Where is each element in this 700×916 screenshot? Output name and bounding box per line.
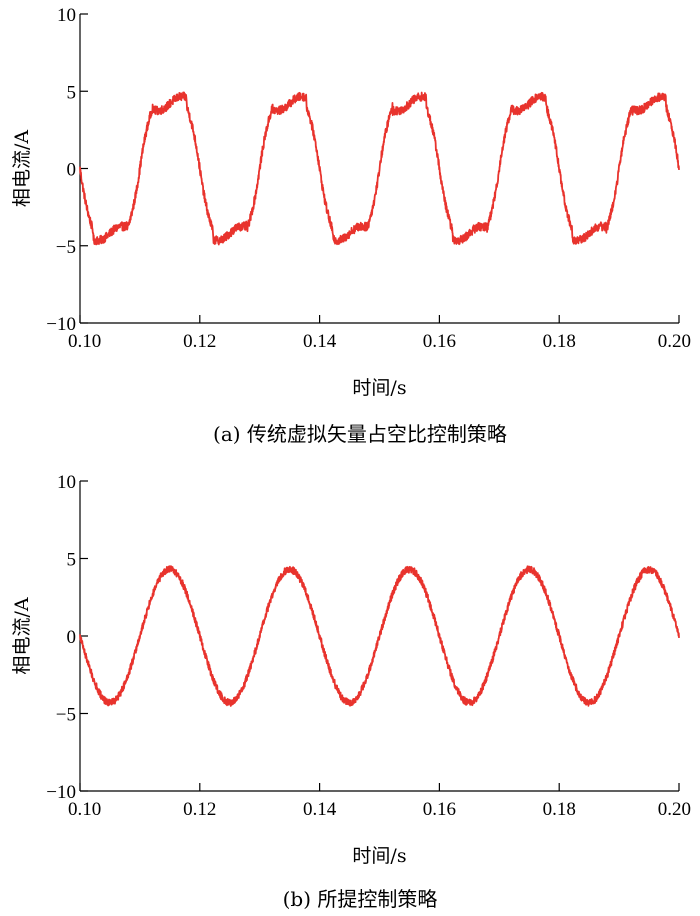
x-tick-label: 0.16 (423, 331, 456, 352)
y-tick-label: −10 (46, 782, 76, 803)
y-tick-label: 5 (67, 82, 77, 103)
y-tick-label: 10 (57, 472, 76, 493)
x-tick-label: 0.14 (303, 331, 337, 352)
x-axis-ticks: 0.10 0.12 0.14 0.16 0.18 0.20 (68, 315, 691, 352)
x-tick-label: 0.20 (658, 799, 691, 820)
y-tick-label: 0 (67, 160, 77, 181)
x-tick-label: 0.14 (303, 799, 337, 820)
chart-panel-b: 10 5 0 −5 −10 0.10 0.12 0.14 0.16 0.18 0.20 相电流/A… (11, 472, 691, 911)
phase-current-line (79, 91, 680, 246)
y-tick-label: 0 (67, 627, 77, 648)
x-tick-label: 0.12 (183, 331, 216, 352)
x-tick-label: 0.10 (68, 331, 101, 352)
x-axis-label: 时间/s (352, 845, 406, 867)
y-axis-label: 相电流/A (11, 130, 33, 207)
y-axis-ticks: 10 5 0 −5 −10 (46, 472, 88, 803)
y-tick-label: −5 (56, 237, 76, 258)
x-axis-ticks: 0.10 0.12 0.14 0.16 0.18 0.20 (68, 783, 691, 820)
x-tick-label: 0.18 (543, 331, 576, 352)
y-axis-label: 相电流/A (11, 597, 33, 674)
phase-current-line (79, 565, 680, 707)
x-tick-label: 0.18 (543, 799, 576, 820)
chart-caption: (b) 所提控制策略 (283, 887, 438, 911)
y-axis-ticks: 10 5 0 −5 −10 (46, 5, 88, 335)
y-tick-label: −10 (46, 314, 76, 335)
x-axis-label: 时间/s (352, 377, 406, 399)
y-tick-label: 5 (67, 550, 77, 571)
y-tick-label: −5 (56, 705, 76, 726)
x-tick-label: 0.12 (183, 799, 216, 820)
x-tick-label: 0.16 (423, 799, 456, 820)
chart-panel-a: 10 5 0 −5 −10 0.10 0.12 0.14 0.16 0.18 0.20 相电流/A… (11, 5, 691, 446)
y-tick-label: 10 (57, 5, 76, 26)
x-tick-label: 0.20 (658, 331, 691, 352)
x-tick-label: 0.10 (68, 799, 101, 820)
chart-caption: (a) 传统虚拟矢量占空比控制策略 (213, 422, 507, 446)
